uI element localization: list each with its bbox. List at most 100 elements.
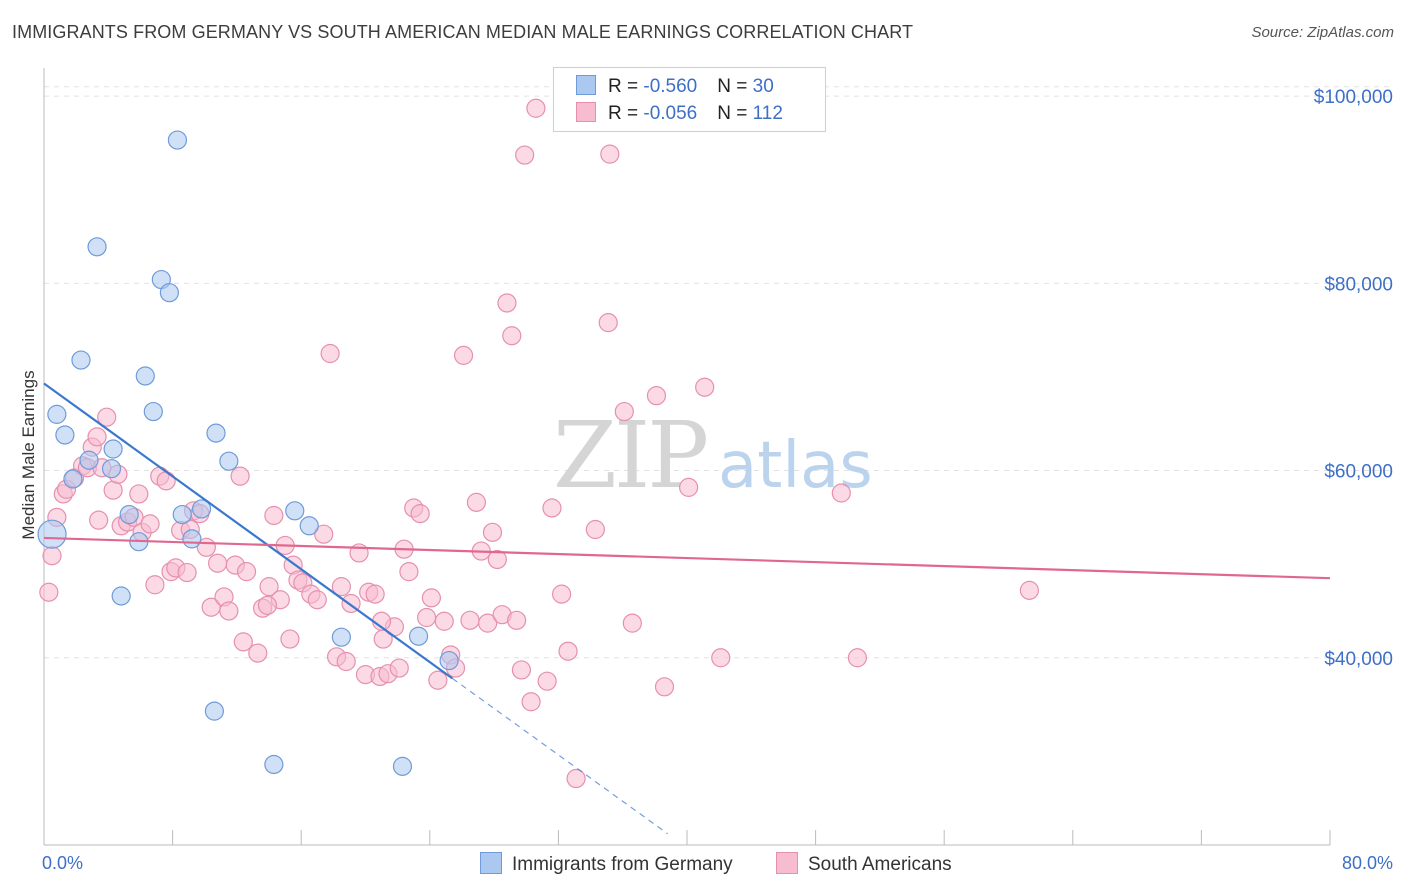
germany-point (204, 701, 224, 721)
south-americans-point (434, 611, 454, 631)
south-americans-point (416, 607, 437, 628)
legend-r-value: -0.056 (643, 103, 698, 124)
south-americans-point (389, 658, 409, 678)
south-americans-point (453, 345, 474, 365)
south-americans-point (428, 670, 448, 690)
south-americans-point (566, 768, 586, 789)
south-americans-point (552, 584, 572, 604)
south-americans-point (331, 577, 351, 597)
south-americans-point (365, 584, 385, 604)
legend-n-value: 30 (752, 76, 774, 97)
south-americans-point (831, 483, 851, 503)
germany-point (392, 756, 413, 776)
south-americans-point (1019, 580, 1039, 600)
south-americans-point (502, 326, 522, 346)
germany-point (159, 283, 179, 303)
germany-point (172, 504, 192, 525)
south-americans-point (466, 492, 487, 512)
x-tick-label-max: 80.0% (1342, 853, 1393, 873)
south-americans-trend-line (43, 536, 1331, 580)
series-south-americans (39, 98, 1039, 789)
chart-source: Source: ZipAtlas.com (1251, 24, 1394, 41)
trend-lines (43, 382, 1331, 835)
south-americans-point (280, 629, 300, 649)
germany-point (79, 450, 99, 470)
south-americans-point (537, 671, 557, 691)
germany-point (299, 516, 319, 536)
legend-row-south-americans: R = -0.056 N = 112 (576, 102, 783, 128)
south-americans-point (614, 401, 634, 422)
germany-point (219, 451, 239, 471)
south-americans-point (230, 466, 250, 486)
south-americans-point (515, 145, 535, 165)
south-americans-point (585, 519, 605, 540)
south-americans-point (521, 692, 541, 712)
germany-point (47, 404, 67, 424)
y-tick-label: $40,000 (1324, 649, 1393, 670)
germany-point (331, 627, 351, 647)
y-tick-label: $100,000 (1314, 87, 1393, 108)
south-americans-point (87, 427, 107, 447)
south-americans-point (257, 595, 278, 615)
south-americans-point (39, 582, 59, 602)
germany-point (135, 366, 155, 386)
legend-n-label: N = (717, 76, 753, 97)
south-americans-point (314, 524, 334, 544)
south-americans-point (140, 514, 160, 534)
y-tick-label: $60,000 (1324, 462, 1393, 483)
south-americans-point (89, 510, 109, 530)
south-americans-point (320, 343, 340, 364)
south-americans-point (42, 546, 62, 566)
south-americans-point (654, 677, 675, 697)
x-axis-ticks (43, 830, 1331, 845)
germany-point (71, 350, 91, 370)
south-americans-point (542, 498, 562, 518)
legend-r-label: R = (608, 103, 644, 124)
germany-trend-line (43, 382, 453, 680)
germany-point (408, 626, 429, 646)
south-americans-point (236, 562, 257, 582)
bottom-legend-south-americans: South Americans (776, 852, 952, 876)
south-americans-point (482, 522, 503, 542)
south-americans-point (208, 553, 228, 573)
south-americans-point (410, 504, 430, 524)
legend-r-label: R = (608, 76, 644, 97)
south-americans-point (248, 643, 268, 663)
south-americans-point (600, 144, 620, 164)
germany-point (206, 423, 226, 443)
south-americans-point (460, 610, 480, 630)
watermark: ZIP atlas (553, 402, 873, 509)
south-americans-point (219, 601, 239, 621)
correlation-legend: R = -0.560 N = 30 R = -0.056 N = 112 (553, 67, 826, 132)
south-americans-point (145, 575, 165, 595)
south-americans-point (497, 293, 517, 313)
germany-point (103, 439, 123, 459)
legend-row-germany: R = -0.560 N = 30 (576, 75, 774, 101)
south-americans-point (558, 641, 578, 661)
germany-point (119, 504, 139, 525)
south-americans-point (259, 577, 279, 597)
south-americans-point (399, 562, 419, 582)
germany-point (87, 237, 107, 257)
south-americans-point (103, 480, 123, 500)
germany-point (63, 469, 83, 489)
legend-r-value: -0.560 (643, 76, 698, 97)
chart-title: IMMIGRANTS FROM GERMANY VS SOUTH AMERICA… (12, 22, 914, 42)
south-americans-point (622, 613, 642, 633)
germany-point (37, 519, 67, 549)
south-americans-point (478, 613, 498, 633)
y-tick-label: $80,000 (1324, 274, 1393, 295)
south-americans-point (156, 471, 176, 491)
bottom-legend-swatch-germany (480, 852, 502, 874)
bottom-legend-swatch-south-americans (776, 852, 798, 874)
germany-point (439, 650, 459, 671)
germany-point (285, 501, 305, 521)
south-americans-point (177, 562, 197, 583)
south-americans-point (264, 505, 284, 526)
bottom-legend-label-germany: Immigrants from Germany (512, 854, 733, 875)
south-americans-point (307, 590, 327, 610)
germany-point (182, 529, 202, 549)
germany-point (101, 459, 122, 479)
south-americans-point (847, 648, 867, 668)
